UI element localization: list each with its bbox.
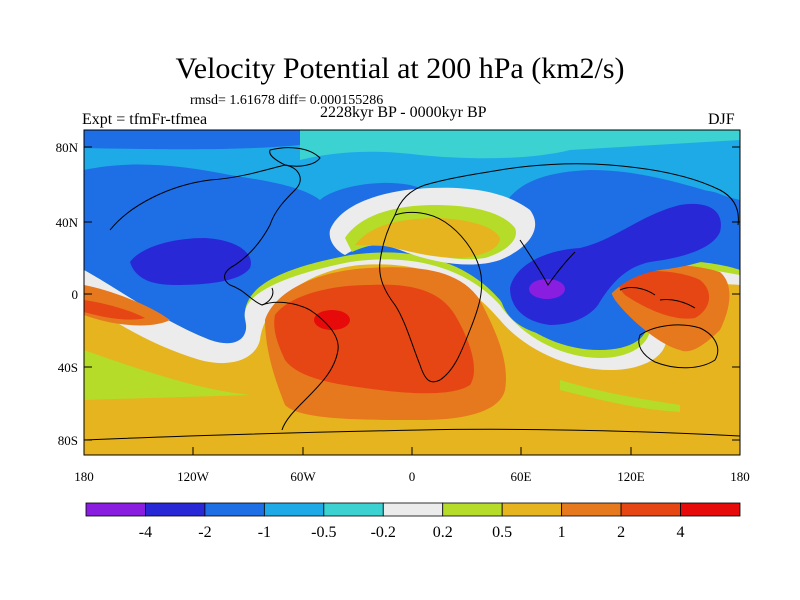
colorbar-label: -4 [139,524,152,541]
colorbar-swatch [620,502,681,517]
colorbar-swatch [561,502,622,517]
experiment-label: Expt = tfmFr-tfmea [82,111,208,128]
x-axis-labels: 180 120W 60W 0 60E 120E 180 [74,469,750,484]
y-axis-labels: 80N 40N 0 40S 80S [56,140,79,448]
y-tick-40N: 40N [56,215,79,230]
colorbar-swatch [382,502,444,517]
y-tick-80S: 80S [58,433,78,448]
coast-south-america [261,301,339,431]
y-tick-80N: 80N [56,140,79,155]
colorbar-swatch [442,502,503,517]
colorbar [85,502,741,517]
coast-eurasia [394,163,739,226]
coast-greenland [269,147,321,167]
field-core-max [314,310,350,330]
x-tick-120E: 120E [617,469,645,484]
colorbar-label: 0.5 [492,524,512,541]
colorbar-label: 2 [617,524,625,541]
field-band-minus2-na [130,238,251,285]
field-band-4-maritime [617,270,710,319]
field-core-min [529,279,565,299]
y-tick-40S: 40S [58,360,78,375]
colorbar-swatch [85,502,146,517]
colorbar-swatch [204,502,265,517]
colorbar-label: -0.5 [311,524,336,541]
coast-maritime-continent [619,287,696,309]
coast-north-america [109,164,301,306]
field-band-0.5-south [84,350,250,400]
colorbar-swatch [323,502,384,517]
colorbar-swatch [680,502,741,517]
colorbar-label: -2 [198,524,211,541]
colorbar-labels: -4 -2 -1 -0.5 -0.2 0.2 0.5 1 2 4 [139,524,685,541]
field-band-1-north [355,218,500,258]
colorbar-label: 0.2 [433,524,453,541]
velocity-potential-field [84,130,740,455]
x-tick-60E: 60E [511,469,532,484]
field-band-minus2-asia [510,203,721,325]
rmsd-diff-stats: rmsd= 1.61678 diff= 0.000155286 [190,93,384,108]
colorbar-label: -0.2 [371,524,396,541]
colorbar-label: -1 [258,524,271,541]
map-title: Velocity Potential at 200 hPa (km2/s) [175,52,625,85]
field-band-0.5-southeast [560,380,680,412]
field-band-minus0.2 [300,130,740,160]
colorbar-label: 1 [558,524,566,541]
x-tick-180W: 180 [74,469,94,484]
coast-antarctica [84,428,740,441]
x-tick-0: 0 [409,469,416,484]
colorbar-swatch [501,502,563,517]
coast-australia [638,324,719,369]
x-tick-180E: 180 [730,469,750,484]
coastlines [84,147,740,441]
x-axis-ticks [83,447,741,455]
coast-africa [379,211,483,383]
season-label: DJF [708,111,735,128]
x-tick-60W: 60W [290,469,316,484]
field-band-4-pacific [84,300,145,320]
y-tick-0: 0 [72,287,79,302]
coast-india [519,239,576,286]
field-band-minus0.5 [84,130,740,218]
x-tick-120W: 120W [177,469,210,484]
colorbar-swatch [263,502,325,517]
colorbar-swatch [145,502,206,517]
field-band-minus1-north [84,130,300,150]
colorbar-label: 4 [677,524,685,541]
y-axis-ticks [84,146,740,441]
period-label: 2228kyr BP - 0000kyr BP [320,104,487,121]
